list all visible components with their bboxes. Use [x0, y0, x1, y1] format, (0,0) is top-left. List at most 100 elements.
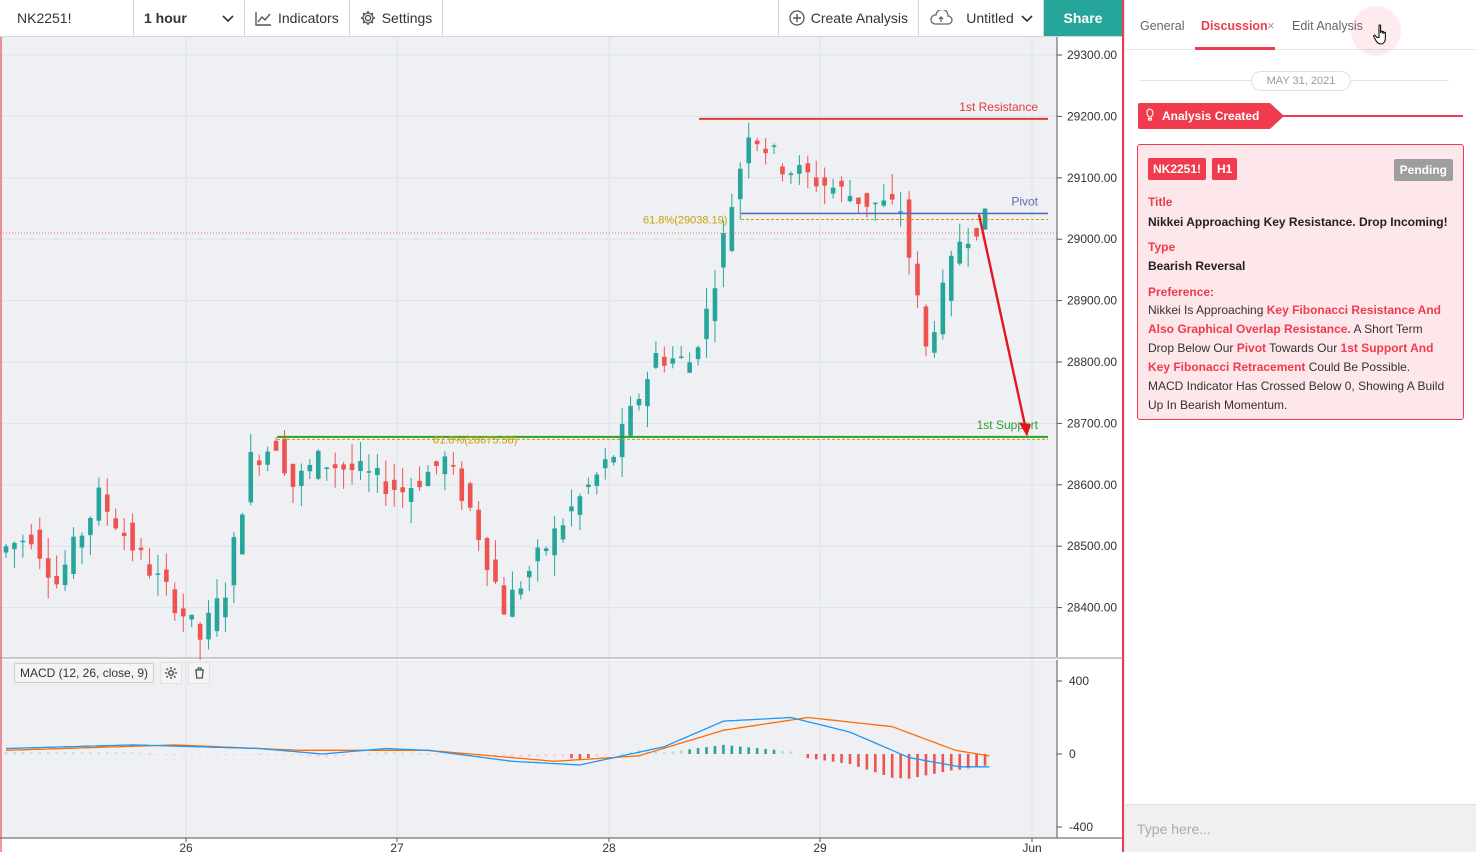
candle: [948, 250, 954, 317]
candle: [79, 532, 85, 565]
symbol-search[interactable]: NK2251!: [0, 0, 134, 36]
macd-histogram-bar: [595, 754, 599, 757]
macd-histogram-bar: [333, 754, 337, 757]
candle-body: [37, 529, 43, 559]
panel-divider[interactable]: [1122, 0, 1124, 852]
macd-histogram-bar: [452, 754, 455, 756]
analysis-card: NK2251! H1 Pending Title Nikkei Approach…: [1137, 144, 1464, 420]
candle: [383, 460, 389, 506]
chart-pane: NK2251! 1 hour Indicators Settings: [0, 0, 1124, 852]
candle: [847, 179, 853, 203]
macd-histogram-bar: [257, 754, 261, 755]
candle: [923, 304, 929, 357]
candle: [754, 138, 760, 152]
candle: [155, 554, 161, 596]
macd-histogram-bar: [975, 754, 978, 768]
candle-body: [493, 559, 498, 582]
macd-histogram-bar: [798, 754, 801, 755]
candle: [780, 163, 785, 182]
create-analysis-button[interactable]: Create Analysis: [779, 0, 919, 36]
candle-body: [442, 456, 448, 475]
candle: [332, 452, 338, 488]
macd-histogram-bar: [814, 754, 818, 760]
macd-legend: MACD (12, 26, close, 9): [14, 662, 211, 684]
candle-body: [923, 306, 929, 347]
indicators-button[interactable]: Indicators: [245, 0, 350, 36]
macd-histogram-bar: [359, 754, 362, 755]
candle-body: [104, 494, 110, 512]
trash-icon[interactable]: [188, 662, 211, 684]
macd-histogram-bar: [629, 751, 632, 754]
candle-body: [898, 211, 903, 213]
candle-body: [189, 614, 194, 620]
macd-histogram-bar: [190, 754, 193, 755]
candle: [214, 579, 220, 637]
candle: [71, 527, 76, 579]
macd-chart[interactable]: 400 0 -400 26 27 28 29 Jun: [0, 660, 1122, 852]
macd-histogram-bar: [392, 752, 396, 754]
settings-button[interactable]: Settings: [350, 0, 444, 36]
candle: [400, 468, 405, 508]
candle: [240, 512, 245, 555]
macd-histogram-bar: [21, 752, 25, 754]
price-axis-label: 28600.00: [1067, 478, 1117, 492]
macd-histogram-bar: [907, 754, 911, 779]
lightbulb-icon: [1146, 108, 1154, 121]
candle-body: [332, 464, 338, 469]
tab-discussion[interactable]: Discussion: [1201, 19, 1268, 33]
candle-body: [29, 534, 34, 545]
candle: [231, 532, 237, 604]
candle: [324, 466, 330, 481]
candle: [29, 523, 34, 550]
candle-body: [704, 308, 709, 340]
macd-label[interactable]: MACD (12, 26, close, 9): [14, 663, 155, 683]
macd-histogram-bar: [789, 751, 793, 754]
gear-icon[interactable]: [160, 662, 183, 684]
preference-text-part: Nikkei Is Approaching: [1148, 303, 1267, 317]
chevron-down-icon: [222, 10, 234, 26]
candle: [467, 481, 473, 512]
macd-histogram-bar: [325, 754, 329, 758]
candle: [915, 251, 920, 309]
share-button[interactable]: Share: [1044, 0, 1122, 36]
resistance-label: 1st Resistance: [959, 100, 1038, 114]
interval-dropdown[interactable]: 1 hour: [134, 0, 245, 36]
candle: [104, 478, 110, 526]
macd-histogram-bar: [747, 747, 751, 754]
tab-general[interactable]: General: [1140, 19, 1185, 33]
candle: [501, 576, 507, 616]
macd-histogram-bar: [376, 752, 379, 754]
candle-body: [687, 362, 692, 373]
candle: [164, 553, 169, 596]
candle-body: [417, 480, 422, 488]
time-axis-label: Jun: [1022, 841, 1041, 852]
macd-histogram-bar: [80, 752, 84, 754]
candle: [113, 508, 119, 531]
macd-histogram-bar: [806, 754, 810, 759]
chat-input[interactable]: [1125, 805, 1476, 852]
candle: [636, 393, 642, 411]
macd-histogram-bar: [561, 754, 565, 758]
macd-histogram-bar: [435, 754, 438, 755]
candle: [982, 208, 988, 231]
macd-axis-label: 400: [1069, 674, 1089, 688]
candle: [391, 463, 397, 507]
candle-body: [569, 506, 574, 512]
close-icon[interactable]: ×: [1267, 18, 1275, 33]
candle: [442, 451, 448, 491]
candle: [704, 288, 709, 358]
macd-histogram-bar: [97, 752, 101, 754]
toolbar-spacer: [443, 0, 779, 36]
candle: [290, 463, 296, 504]
candle-body: [510, 589, 515, 617]
tab-edit-analysis[interactable]: Edit Analysis: [1292, 19, 1363, 33]
plus-circle-icon: [789, 10, 805, 26]
macd-histogram-bar: [882, 754, 886, 775]
price-chart[interactable]: 29300.00 29200.00 29100.00 29000.00 28900.00…: [0, 37, 1122, 660]
layout-dropdown[interactable]: Untitled: [919, 0, 1044, 36]
analysis-title: Nikkei Approaching Key Resistance. Drop …: [1148, 215, 1448, 229]
settings-label: Settings: [381, 10, 433, 26]
candle: [687, 352, 692, 373]
candle-body: [12, 542, 17, 550]
analysis-created-label: Analysis Created: [1162, 109, 1260, 123]
